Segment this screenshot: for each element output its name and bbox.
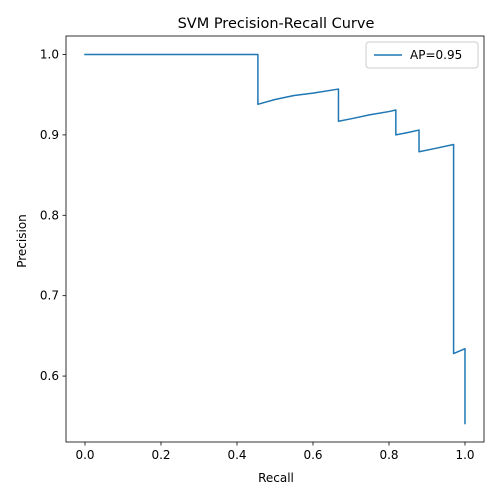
legend-label: AP=0.95 — [410, 48, 462, 62]
y-tick-label: 0.7 — [40, 289, 59, 303]
x-tick-label: 1.0 — [455, 448, 474, 462]
x-tick-label: 0.2 — [151, 448, 170, 462]
chart-title: SVM Precision-Recall Curve — [178, 16, 375, 32]
y-tick-label: 0.8 — [40, 208, 59, 222]
x-tick-label: 0.8 — [379, 448, 398, 462]
y-tick-label: 0.6 — [40, 369, 59, 383]
x-tick-label: 0.6 — [303, 448, 322, 462]
legend-box — [365, 41, 479, 69]
x-axis-label: Recall — [258, 471, 294, 485]
x-tick-label: 0.4 — [227, 448, 246, 462]
series-line-0 — [84, 53, 466, 425]
y-tick-label: 0.9 — [40, 128, 59, 142]
x-tick-label: 0.0 — [75, 448, 94, 462]
axes-frame — [65, 35, 485, 443]
y-tick-label: 1.0 — [40, 47, 59, 61]
plot-area: 0.0 0.2 0.4 0.6 0.8 1.0 0.6 0.7 0.8 0.9 1.0 AP=0.95 — [40, 35, 485, 462]
y-axis-label: Precision — [15, 214, 29, 268]
